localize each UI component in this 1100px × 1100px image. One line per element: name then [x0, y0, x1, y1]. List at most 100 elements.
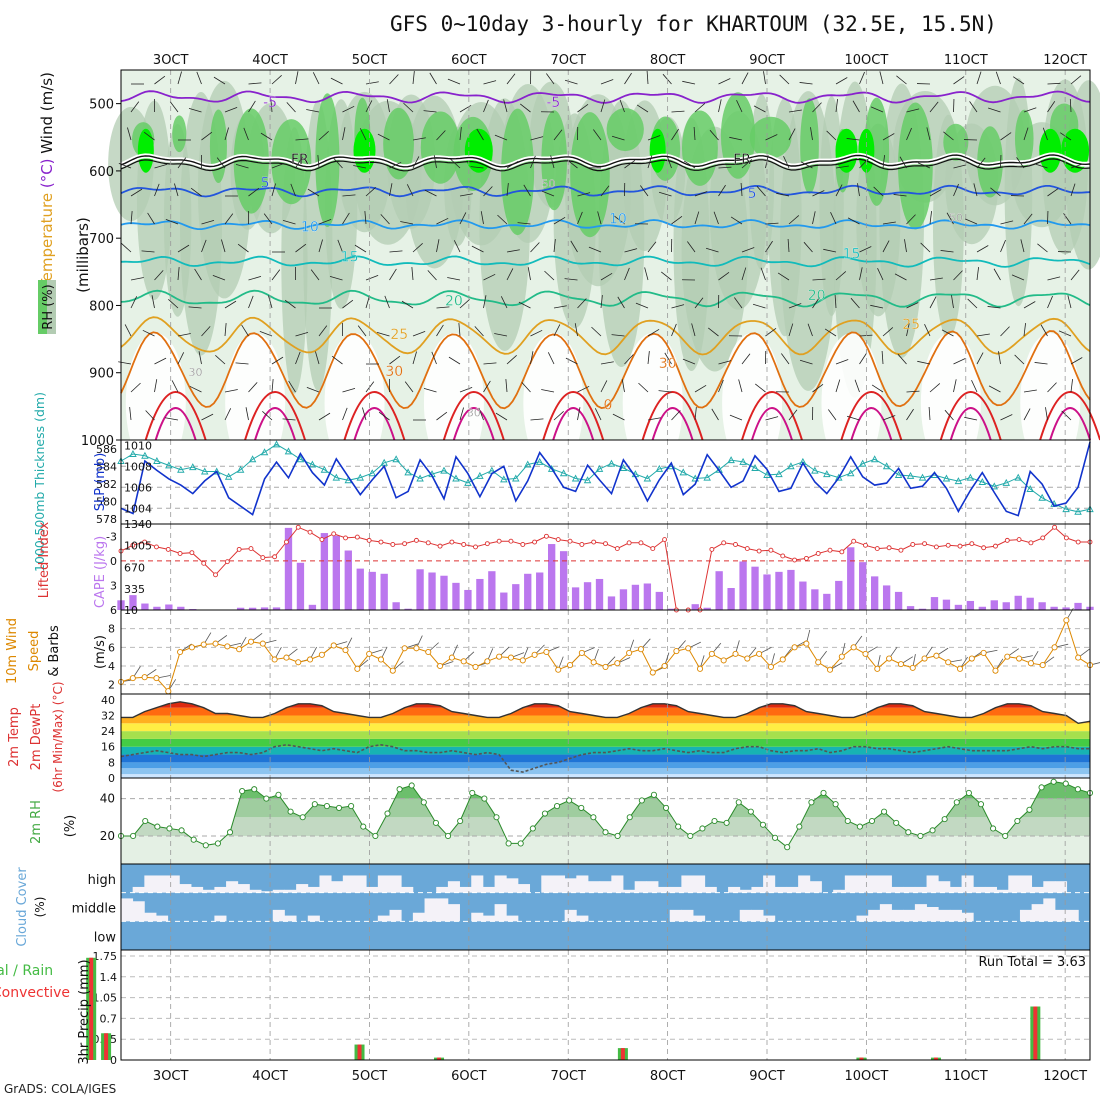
- data-point: [863, 542, 868, 548]
- wind-barb: [248, 295, 254, 309]
- wind-barb: [597, 211, 602, 225]
- cloud-cell: [891, 909, 904, 922]
- wind-barb: [753, 105, 766, 113]
- data-point: [980, 649, 987, 656]
- wind-barb: [998, 351, 1001, 365]
- wind-barb: [530, 136, 544, 141]
- wind-barb: [1069, 98, 1072, 113]
- wind-barb: [1047, 82, 1061, 85]
- contour-label: FR: [291, 152, 309, 168]
- y-axis-label: Speed: [27, 631, 42, 672]
- x-tick-label: 11OCT: [944, 53, 988, 68]
- wind-barb: [666, 155, 672, 169]
- temp2m-panel: 0 8 16 24 32 40 2m Temp 2m DewPt (6hr Min/Max) (…: [7, 681, 1091, 793]
- wind-barb: [647, 417, 661, 421]
- wind-barb: [879, 71, 884, 85]
- cape-bar: [1026, 597, 1034, 610]
- wind-barb: [458, 323, 461, 337]
- contour-label: 25: [390, 327, 408, 343]
- cape-bar: [153, 606, 161, 610]
- wind-barb: [1012, 76, 1025, 85]
- wind-barb: [342, 212, 350, 225]
- data-point: [239, 788, 246, 795]
- cape-li-frame: [120, 523, 1091, 611]
- wind-barb: [1070, 163, 1084, 169]
- cloud-cell: [284, 889, 297, 893]
- wind-barb: [929, 296, 937, 309]
- wind-barb: [235, 362, 249, 365]
- y-tick-label: 4: [108, 660, 115, 673]
- wind-barb: [165, 218, 179, 225]
- data-point: [591, 539, 597, 545]
- wind-barb: [640, 185, 649, 197]
- data-point: [332, 473, 341, 481]
- wind-barb: [306, 386, 320, 393]
- data-point: [1038, 493, 1046, 501]
- wind-barb: [574, 323, 578, 337]
- isotherm: [552, 407, 595, 441]
- data-point: [416, 474, 424, 482]
- wind-barb: [147, 212, 155, 225]
- cloud-cell: [564, 878, 577, 893]
- wind-barb: [810, 127, 813, 141]
- cloud-cell: [926, 875, 939, 893]
- cape-bar: [476, 578, 484, 610]
- isotherm: [1039, 391, 1100, 441]
- data-point: [578, 804, 585, 811]
- wind-barb: [1047, 276, 1061, 281]
- wind-barb: [447, 78, 461, 85]
- data-point: [772, 834, 779, 841]
- cloud-cell: [1031, 886, 1044, 893]
- contour-label: 50: [541, 178, 555, 191]
- wind-barb: [976, 333, 990, 337]
- cloud-cell: [214, 915, 227, 922]
- data-point: [1052, 524, 1057, 530]
- wind-barb: [224, 323, 227, 337]
- wind-barb: [729, 414, 743, 421]
- wind-barb: [612, 413, 625, 421]
- x-tick-label: 7OCT: [550, 53, 586, 68]
- x-tick-label: 11OCT: [944, 1069, 988, 1084]
- y-tick-label: 2: [108, 679, 115, 692]
- wind-barb: [447, 277, 461, 281]
- wind-barb: [263, 213, 273, 225]
- cloud-cell: [226, 881, 239, 893]
- cape-bar: [464, 589, 472, 610]
- wind-barb: [1034, 362, 1048, 365]
- wind-barb: [906, 390, 920, 393]
- wind-barb: [636, 104, 649, 113]
- cloud-row-label: middle: [72, 902, 116, 917]
- wind-barb: [953, 183, 959, 197]
- cloud-panel: high middle low Cloud Cover (%): [15, 864, 1090, 950]
- wind-barb: [506, 73, 516, 85]
- cloud-cell: [984, 886, 998, 893]
- y-axis-label: Lifted Index: [37, 521, 52, 598]
- wind-barb: [857, 183, 860, 197]
- data-point: [523, 460, 532, 468]
- cape-bar: [607, 596, 616, 610]
- wind-barb: [224, 106, 238, 113]
- isotherm: [120, 90, 1091, 104]
- cape-bar: [763, 574, 771, 610]
- data-point: [1075, 654, 1082, 661]
- data-point: [188, 644, 195, 651]
- contour-label: 20: [445, 293, 463, 309]
- wind-barb: [624, 160, 636, 169]
- cloud-cell: [331, 881, 344, 893]
- wind-barb: [342, 388, 356, 393]
- isotherm: [840, 391, 903, 441]
- wind-barb: [1040, 324, 1048, 337]
- wind-barb: [741, 72, 749, 85]
- data-point: [356, 473, 365, 481]
- data-point: [917, 832, 924, 840]
- isotherm: [452, 407, 495, 441]
- wind-barb: [765, 222, 779, 225]
- data-point: [893, 819, 900, 826]
- y-tick-label-right: 670: [124, 561, 145, 574]
- wind-barb: [682, 80, 696, 85]
- cloud-cell: [482, 915, 495, 922]
- wind-barb: [943, 131, 954, 141]
- y-axis-label: 2m RH: [29, 800, 44, 844]
- wind-barb: [380, 214, 390, 225]
- wind-barb: [329, 276, 343, 281]
